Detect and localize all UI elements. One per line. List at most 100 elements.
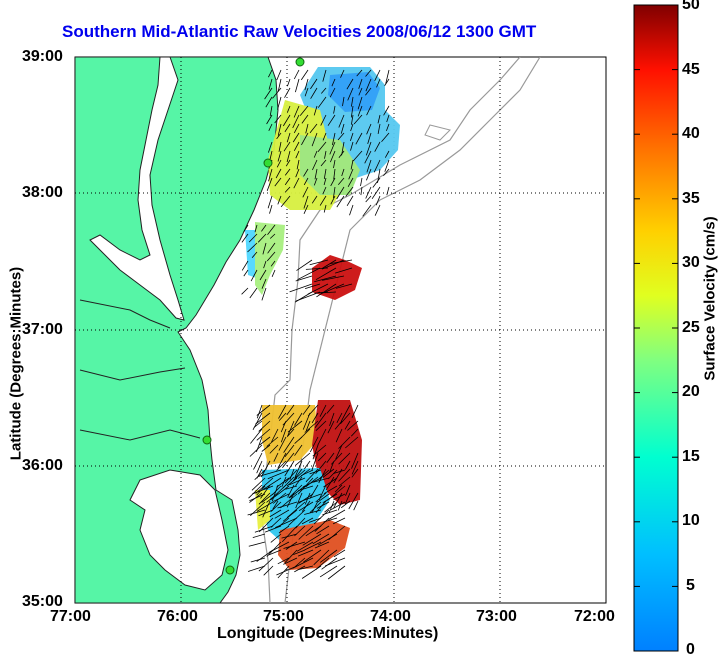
velocity-vector	[310, 87, 318, 99]
velocity-vector	[276, 159, 282, 168]
velocity-vector	[277, 195, 282, 205]
velocity-vector	[275, 168, 282, 179]
velocity-vector	[241, 233, 249, 243]
velocity-vector	[351, 114, 354, 125]
velocity-vector	[377, 123, 381, 134]
velocity-vector	[271, 428, 279, 443]
velocity-vector	[258, 420, 271, 432]
velocity-vector	[299, 105, 309, 116]
velocity-vector	[383, 105, 390, 116]
velocity-vector	[314, 412, 327, 428]
station-marker	[202, 435, 212, 445]
velocity-vector	[284, 168, 291, 176]
velocity-vector	[327, 114, 336, 126]
velocity-vector	[304, 460, 311, 470]
velocity-vector	[285, 485, 298, 490]
grid-lines	[75, 57, 606, 603]
velocity-vector	[317, 141, 327, 153]
velocity-vector	[241, 260, 249, 271]
velocity-vector	[285, 159, 291, 167]
velocity-vector	[353, 114, 363, 125]
velocity-vector	[351, 428, 359, 437]
velocity-vector	[322, 132, 327, 141]
velocity-vector	[351, 468, 359, 478]
velocity-vector	[350, 141, 354, 151]
velocity-vector	[275, 517, 298, 528]
velocity-vector	[386, 123, 390, 132]
velocity-vector	[272, 87, 282, 99]
velocity-vector	[243, 269, 249, 277]
velocity-vector	[347, 87, 354, 101]
velocity-vector	[274, 177, 282, 187]
colorbar-tick-label: 5	[686, 577, 695, 594]
velocity-vector	[258, 557, 274, 572]
velocity-vector	[247, 242, 258, 253]
velocity-vector	[278, 412, 287, 421]
velocity-vector	[356, 69, 363, 77]
velocity-vector	[365, 69, 372, 77]
velocity-vector	[248, 484, 263, 499]
velocity-vector	[351, 96, 354, 107]
velocity-vector	[345, 484, 351, 496]
velocity-vector	[303, 177, 309, 186]
velocity-vector	[337, 177, 345, 186]
velocity-vector	[304, 283, 321, 289]
velocity-vector	[302, 404, 311, 415]
velocity-vector	[286, 105, 291, 113]
velocity-vector	[345, 436, 359, 449]
velocity-vector	[322, 69, 327, 82]
pamlico-sound	[129, 469, 229, 591]
velocity-vector	[286, 428, 295, 437]
velocity-vector	[274, 114, 282, 124]
velocity-vector	[258, 469, 282, 477]
velocity-vector	[342, 96, 345, 107]
velocity-vector	[289, 477, 306, 486]
velocity-vector	[322, 275, 345, 281]
velocity-vector	[260, 484, 271, 499]
velocity-vector	[255, 412, 271, 425]
velocity-vector	[256, 428, 271, 441]
velocity-vector	[295, 291, 321, 302]
velocity-vector	[309, 123, 318, 134]
velocity-vector	[333, 492, 343, 508]
velocity-vector	[353, 500, 359, 511]
velocity-vector	[280, 428, 287, 443]
radar-stations	[202, 57, 305, 575]
velocity-vector	[351, 404, 359, 418]
y-tick-label: 37:00	[22, 321, 63, 338]
velocity-vector	[315, 492, 327, 503]
velocity-vector	[385, 69, 390, 84]
velocity-vector	[338, 468, 351, 482]
y-axis-label: Latitude (Degrees:Minutes)	[7, 266, 25, 461]
x-tick-label: 72:00	[574, 608, 615, 625]
velocity-vector	[294, 436, 303, 444]
velocity-vector	[352, 150, 363, 162]
colorbar-tick-label: 50	[682, 0, 700, 13]
velocity-vector	[384, 78, 390, 87]
velocity-vector	[313, 509, 330, 525]
velocity-vector	[266, 436, 279, 447]
velocity-vector	[327, 565, 346, 580]
velocity-vector	[280, 493, 298, 509]
velocity-vector	[326, 452, 335, 463]
velocity-vector	[333, 168, 336, 180]
velocity-vector	[316, 525, 330, 535]
velocity-vector	[252, 485, 274, 495]
velocity-vector	[293, 105, 300, 118]
velocity-vector	[309, 259, 329, 266]
velocity-vector	[283, 557, 298, 565]
velocity-vector	[302, 186, 309, 198]
velocity-vector	[336, 195, 345, 208]
velocity-vector	[308, 517, 322, 523]
velocity-vector	[266, 541, 282, 557]
velocity-vector	[333, 469, 346, 474]
velocity-vector	[372, 177, 381, 188]
velocity-vector	[257, 233, 267, 243]
velocity-vector	[322, 509, 338, 516]
velocity-vector	[365, 186, 372, 199]
velocity-vector	[277, 78, 282, 92]
x-tick-label: 76:00	[157, 608, 198, 625]
velocity-vector	[333, 186, 336, 199]
velocity-vector	[317, 428, 327, 446]
velocity-vector	[323, 517, 338, 523]
